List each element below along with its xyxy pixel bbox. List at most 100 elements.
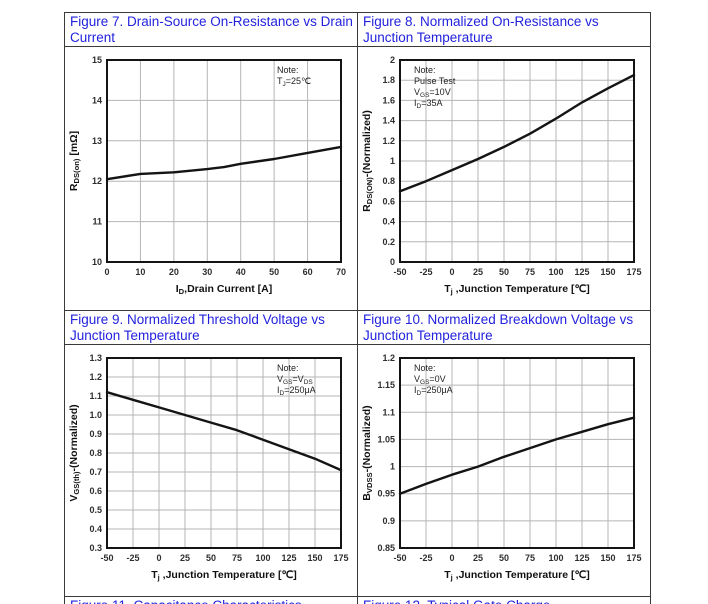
svg-text:TJ=25℃: TJ=25℃ (277, 76, 311, 88)
svg-text:50: 50 (269, 267, 279, 277)
svg-text:ID=250μA: ID=250μA (414, 385, 453, 397)
svg-text:1: 1 (390, 462, 395, 472)
svg-text:-25: -25 (419, 267, 432, 277)
svg-text:-50: -50 (393, 267, 406, 277)
svg-text:12: 12 (92, 176, 102, 186)
figure-12-title: Figure 12. Typical Gate Charge (358, 597, 651, 604)
svg-text:175: 175 (333, 553, 348, 563)
svg-text:25: 25 (180, 553, 190, 563)
svg-text:0.85: 0.85 (377, 543, 395, 553)
svg-text:20: 20 (169, 267, 179, 277)
svg-text:50: 50 (499, 267, 509, 277)
svg-text:125: 125 (574, 267, 589, 277)
svg-text:175: 175 (626, 553, 641, 563)
row1-charts: 0 10 20 30 40 50 60 70 10 11 12 13 14 15 ID,Drain Curr… (65, 47, 651, 311)
svg-text:BVDSS-(Normalized): BVDSS-(Normalized) (361, 405, 374, 500)
svg-text:VGS=VDS: VGS=VDS (277, 374, 313, 386)
svg-text:1.6: 1.6 (382, 95, 395, 105)
svg-text:ID,Drain Current [A]: ID,Drain Current [A] (176, 283, 273, 296)
svg-text:75: 75 (232, 553, 242, 563)
svg-text:1: 1 (390, 156, 395, 166)
svg-text:0.5: 0.5 (89, 505, 102, 515)
svg-text:75: 75 (525, 553, 535, 563)
figure-10-title: Figure 10. Normalized Breakdown Voltage … (358, 311, 651, 345)
svg-text:-25: -25 (126, 553, 139, 563)
svg-text:1.4: 1.4 (382, 116, 395, 126)
svg-text:175: 175 (626, 267, 641, 277)
svg-text:Tj ,Junction Temperature [℃]: Tj ,Junction Temperature [℃] (444, 283, 590, 296)
svg-text:150: 150 (307, 553, 322, 563)
figure-10-chart: -50 -25 0 25 50 75 100 125 150 175 0.85 0.9 0.95 1 1.0… (361, 353, 642, 582)
svg-text:1.05: 1.05 (377, 434, 395, 444)
figure-9-panel: -50 -25 0 25 50 75 100 125 150 175 0.3 0.4 0.5 0.6 0.7… (65, 345, 358, 597)
svg-text:Note:: Note: (277, 65, 299, 75)
figure-7-panel: 0 10 20 30 40 50 60 70 10 11 12 13 14 15 ID,Drain Curr… (65, 47, 358, 311)
svg-text:0.8: 0.8 (382, 176, 395, 186)
svg-text:1.2: 1.2 (382, 353, 395, 363)
svg-text:25: 25 (473, 553, 483, 563)
svg-text:14: 14 (92, 95, 102, 105)
svg-text:30: 30 (202, 267, 212, 277)
svg-text:125: 125 (281, 553, 296, 563)
svg-text:125: 125 (574, 553, 589, 563)
svg-text:ID=250μA: ID=250μA (277, 385, 316, 397)
figure-8-chart: -50 -25 0 25 50 75 100 125 150 175 0 0.2 0.4 0.6 0.8 1 1… (361, 55, 642, 296)
svg-text:0.8: 0.8 (89, 448, 102, 458)
svg-text:0: 0 (390, 257, 395, 267)
row3-titles-clipped: Figure 11. Capacitance Characteristics F… (65, 597, 651, 604)
svg-text:100: 100 (548, 553, 563, 563)
figure-table: Figure 7. Drain-Source On-Resistance vs … (64, 12, 651, 604)
svg-text:10: 10 (135, 267, 145, 277)
svg-text:0.9: 0.9 (382, 516, 395, 526)
figure-8-panel: -50 -25 0 25 50 75 100 125 150 175 0 0.2 0.4 0.6 0.8 1 1… (358, 47, 651, 311)
row1-titles: Figure 7. Drain-Source On-Resistance vs … (65, 13, 651, 47)
svg-text:10: 10 (92, 257, 102, 267)
svg-text:0.4: 0.4 (382, 217, 395, 227)
svg-text:25: 25 (473, 267, 483, 277)
svg-text:Note:: Note: (277, 363, 299, 373)
svg-text:1.1: 1.1 (382, 407, 395, 417)
figure-7-title: Figure 7. Drain-Source On-Resistance vs … (65, 13, 358, 47)
svg-text:50: 50 (499, 553, 509, 563)
svg-text:-25: -25 (419, 553, 432, 563)
figure-11-title: Figure 11. Capacitance Characteristics (65, 597, 358, 604)
svg-text:1.2: 1.2 (382, 136, 395, 146)
svg-text:100: 100 (548, 267, 563, 277)
svg-text:Note:: Note: (414, 65, 436, 75)
svg-text:11: 11 (92, 217, 102, 227)
svg-text:0.4: 0.4 (89, 524, 102, 534)
svg-text:1.0: 1.0 (89, 410, 102, 420)
svg-text:40: 40 (236, 267, 246, 277)
svg-text:1.15: 1.15 (377, 380, 395, 390)
svg-text:0: 0 (156, 553, 161, 563)
svg-text:0: 0 (104, 267, 109, 277)
svg-text:70: 70 (336, 267, 346, 277)
svg-text:2: 2 (390, 55, 395, 65)
svg-text:VGS=10V: VGS=10V (414, 87, 451, 99)
svg-text:0.2: 0.2 (382, 237, 395, 247)
svg-text:VGS=0V: VGS=0V (414, 374, 446, 386)
svg-text:100: 100 (255, 553, 270, 563)
svg-text:0.95: 0.95 (377, 489, 395, 499)
svg-text:60: 60 (303, 267, 313, 277)
row2-titles: Figure 9. Normalized Threshold Voltage v… (65, 311, 651, 345)
svg-text:1.3: 1.3 (89, 353, 102, 363)
svg-text:75: 75 (525, 267, 535, 277)
svg-text:1.2: 1.2 (89, 372, 102, 382)
svg-text:0.7: 0.7 (89, 467, 102, 477)
svg-text:0.6: 0.6 (89, 486, 102, 496)
svg-text:0: 0 (449, 553, 454, 563)
svg-text:150: 150 (600, 267, 615, 277)
svg-text:-50: -50 (393, 553, 406, 563)
svg-text:0.3: 0.3 (89, 543, 102, 553)
svg-text:Tj ,Junction Temperature [℃]: Tj ,Junction Temperature [℃] (444, 569, 590, 582)
svg-text:Note:: Note: (414, 363, 436, 373)
row2-charts: -50 -25 0 25 50 75 100 125 150 175 0.3 0.4 0.5 0.6 0.7… (65, 345, 651, 597)
svg-text:RDS(on) [mΩ]: RDS(on) [mΩ] (68, 131, 81, 191)
figure-10-panel: -50 -25 0 25 50 75 100 125 150 175 0.85 0.9 0.95 1 1.0… (358, 345, 651, 597)
svg-text:1.1: 1.1 (89, 391, 102, 401)
figure-9-chart: -50 -25 0 25 50 75 100 125 150 175 0.3 0.4 0.5 0.6 0.7… (68, 353, 349, 582)
svg-text:50: 50 (206, 553, 216, 563)
svg-text:-50: -50 (100, 553, 113, 563)
